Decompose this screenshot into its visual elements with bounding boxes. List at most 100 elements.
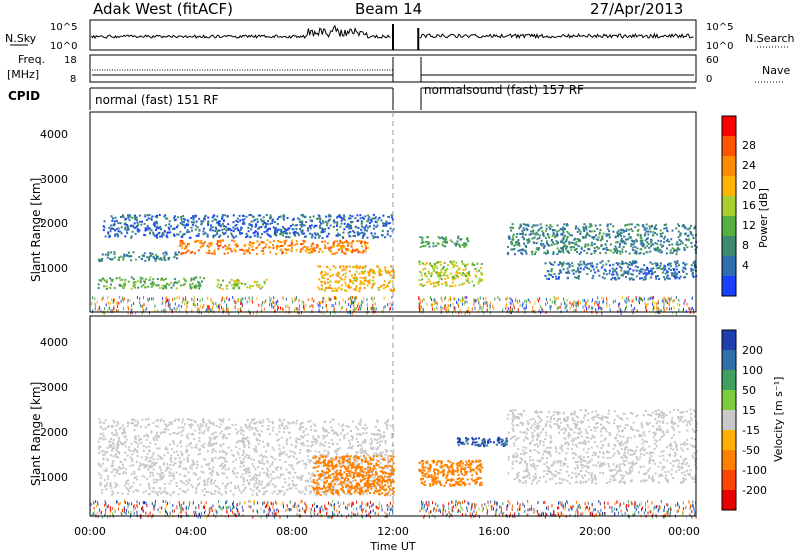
power-cell [579,267,582,270]
power-cell [524,223,527,226]
power-cell [156,278,159,280]
power-cell [677,247,680,250]
power-noise-cell [169,307,171,311]
velocity-cell [350,447,353,450]
power-cell [326,235,329,238]
velocity-cell [172,432,175,435]
power-cell [361,272,364,275]
power-cell [345,225,348,228]
velocity-cell [385,421,388,424]
power-noise-cell [619,307,621,311]
velocity-cell [128,490,130,492]
velocity-cell [133,424,136,427]
power-cell [143,222,146,225]
power-cell [468,271,470,274]
power-noise-cell [595,308,597,312]
power-cell [615,247,618,250]
power-cell [510,248,513,251]
power-cell [123,253,126,256]
power-noise-cell [240,299,242,303]
power-cell [552,233,555,236]
power-cell [368,279,371,282]
velocity-cell [295,437,298,440]
power-noise-cell [373,307,375,310]
velocity-cell [123,436,126,439]
power-cell [671,252,674,254]
power-cell [262,216,265,219]
power-cell [211,220,214,223]
power-cell [253,234,256,237]
velocity-cell [220,430,223,433]
power-cell [139,276,142,279]
power-cell [298,218,301,221]
power-cell [631,246,634,249]
power-noise-cell [229,298,231,301]
power-cell [649,261,652,264]
power-cell [280,245,282,247]
velocity-cell [260,453,263,456]
power-noise-cell [154,308,156,312]
power-cell [339,276,342,279]
power-cell [183,221,185,224]
freq-label: Freq. [18,53,45,66]
power-noise-cell [349,296,351,300]
power-cell [350,220,352,223]
power-noise-cell [596,300,598,304]
power-cell [655,262,658,265]
power-noise-cell [463,302,465,306]
power-noise-cell [675,296,677,300]
power-cell [213,252,216,255]
power-cell [609,264,611,267]
power-cell [177,280,180,283]
power-cell [144,229,147,232]
power-cell [591,236,594,239]
velocity-cell [335,432,338,435]
power-cell [99,258,102,261]
power-cell [357,233,359,236]
velocity-cell [177,453,180,456]
velocity-cell [99,484,102,487]
velocity-cell [287,484,290,487]
velocity-cell [288,464,291,466]
power-cell [176,233,179,236]
power-noise-cell [445,296,447,300]
velocity-cell [219,419,222,422]
power-cell [284,227,287,230]
velocity-cell [356,441,359,443]
power-noise-cell [444,297,446,301]
power-noise-cell [358,302,359,306]
power-cell [646,272,649,275]
velocity-cell [196,460,199,463]
power-cell [287,248,290,251]
velocity-cell [319,442,322,445]
power-cell [378,274,381,276]
power-cell [624,262,627,265]
power-cell [557,277,560,280]
power-cell [111,219,114,222]
power-cell [216,232,219,235]
velocity-cell [283,478,286,480]
power-cell [439,261,442,263]
power-cell [321,240,324,243]
velocity-cell [178,487,181,490]
power-noise-cell [184,302,186,306]
velocity-cell [245,454,248,456]
velocity-cell [157,478,160,481]
velocity-cell [358,433,361,436]
power-cell [143,252,146,255]
power-cell [474,274,477,277]
power-cell [124,226,127,229]
power-noise-cell [557,307,558,311]
velocity-cell [178,460,181,463]
velocity-cell [180,445,183,448]
power-cell [317,250,320,253]
velocity-cell [391,457,394,460]
power-cell [568,241,571,244]
velocity-cell [370,437,373,440]
velocity-cell [115,469,118,472]
power-cell [242,249,245,252]
power-noise-cell [131,308,133,311]
power-cell [317,217,320,220]
power-cell [580,263,583,266]
power-cell [264,221,266,224]
